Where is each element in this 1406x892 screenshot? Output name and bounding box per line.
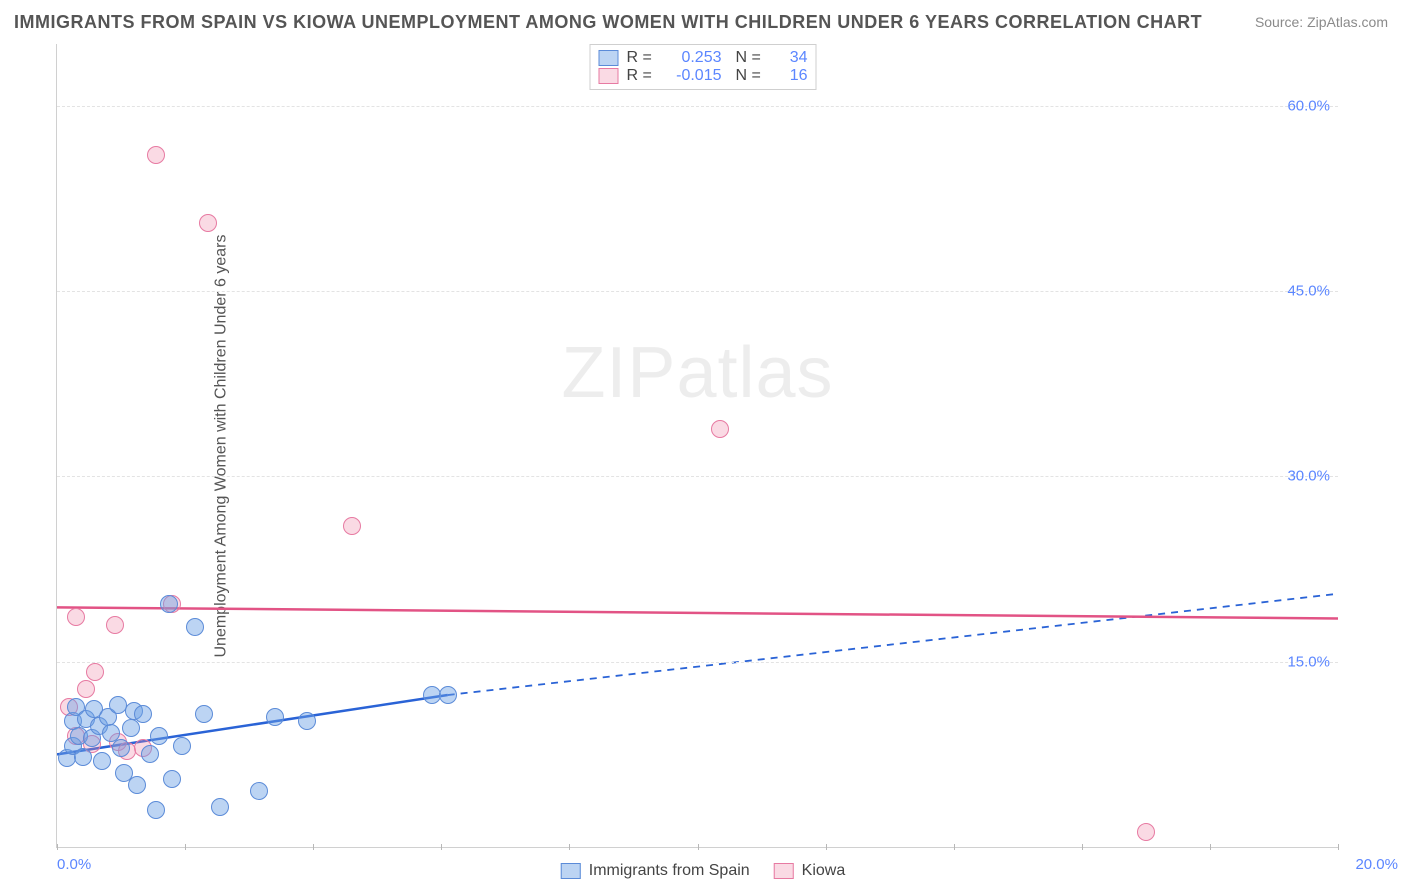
data-point <box>134 705 152 723</box>
data-point <box>343 517 361 535</box>
x-tick <box>185 844 186 850</box>
watermark-bold: ZIP <box>561 333 676 413</box>
gridline <box>57 106 1338 107</box>
r-label: R = <box>627 49 659 67</box>
y-tick-label: 60.0% <box>1287 97 1330 114</box>
data-point <box>266 708 284 726</box>
r-value-pink: -0.015 <box>667 67 722 85</box>
legend-label-blue: Immigrants from Spain <box>589 862 750 880</box>
y-tick-label: 15.0% <box>1287 653 1330 670</box>
source-label: Source: ZipAtlas.com <box>1255 14 1388 30</box>
data-point <box>211 798 229 816</box>
legend-item-pink: Kiowa <box>774 862 846 880</box>
gridline <box>57 662 1338 663</box>
x-tick <box>1082 844 1083 850</box>
legend-row-pink: R = -0.015 N = 16 <box>599 67 808 85</box>
x-tick <box>1210 844 1211 850</box>
data-point <box>93 752 111 770</box>
legend-swatch-blue <box>599 50 619 66</box>
data-point <box>711 420 729 438</box>
x-tick <box>313 844 314 850</box>
watermark-thin: atlas <box>676 333 833 413</box>
y-tick-label: 30.0% <box>1287 468 1330 485</box>
gridline <box>57 291 1338 292</box>
correlation-legend: R = 0.253 N = 34 R = -0.015 N = 16 <box>590 44 817 90</box>
x-tick <box>441 844 442 850</box>
data-point <box>141 745 159 763</box>
data-point <box>250 782 268 800</box>
legend-label-pink: Kiowa <box>802 862 846 880</box>
data-point <box>106 616 124 634</box>
x-tick <box>569 844 570 850</box>
n-value-blue: 34 <box>778 49 808 67</box>
legend-swatch-pink <box>774 863 794 879</box>
x-tick-label: 0.0% <box>57 856 91 873</box>
x-tick <box>954 844 955 850</box>
data-point <box>1137 823 1155 841</box>
x-tick <box>1338 844 1339 850</box>
data-point <box>160 595 178 613</box>
watermark: ZIPatlas <box>561 332 833 414</box>
trend-lines <box>57 44 1338 847</box>
data-point <box>147 146 165 164</box>
chart-plot-area: ZIPatlas 15.0%30.0%45.0%60.0%0.0%20.0% <box>56 44 1338 848</box>
data-point <box>122 719 140 737</box>
series-legend: Immigrants from Spain Kiowa <box>561 862 846 880</box>
legend-row-blue: R = 0.253 N = 34 <box>599 49 808 67</box>
data-point <box>77 680 95 698</box>
legend-swatch-pink <box>599 68 619 84</box>
x-tick <box>698 844 699 850</box>
n-value-pink: 16 <box>778 67 808 85</box>
n-label: N = <box>736 49 770 67</box>
data-point <box>163 770 181 788</box>
data-point <box>199 214 217 232</box>
r-value-blue: 0.253 <box>667 49 722 67</box>
legend-item-blue: Immigrants from Spain <box>561 862 750 880</box>
x-tick <box>57 844 58 850</box>
data-point <box>186 618 204 636</box>
y-tick-label: 45.0% <box>1287 283 1330 300</box>
data-point <box>439 686 457 704</box>
data-point <box>173 737 191 755</box>
x-tick-label: 20.0% <box>1355 856 1398 873</box>
data-point <box>150 727 168 745</box>
data-point <box>86 663 104 681</box>
gridline <box>57 476 1338 477</box>
data-point <box>298 712 316 730</box>
data-point <box>147 801 165 819</box>
n-label: N = <box>736 67 770 85</box>
data-point <box>195 705 213 723</box>
data-point <box>128 776 146 794</box>
x-tick <box>826 844 827 850</box>
chart-title: IMMIGRANTS FROM SPAIN VS KIOWA UNEMPLOYM… <box>14 12 1202 33</box>
data-point <box>74 748 92 766</box>
legend-swatch-blue <box>561 863 581 879</box>
data-point <box>112 739 130 757</box>
data-point <box>67 608 85 626</box>
r-label: R = <box>627 67 659 85</box>
